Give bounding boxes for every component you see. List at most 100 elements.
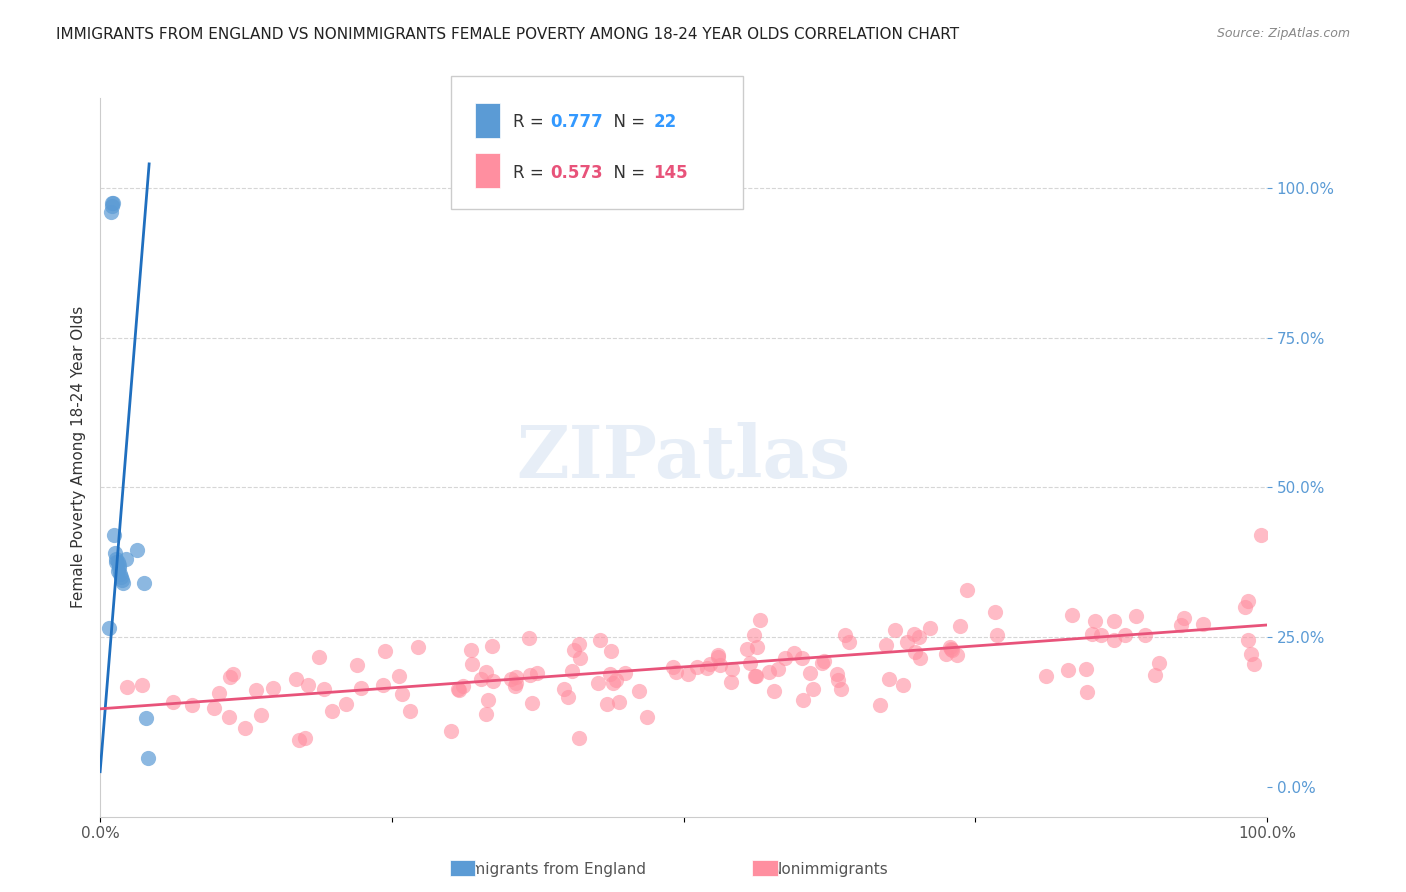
Point xyxy=(609,695,631,709)
Point xyxy=(499,672,522,686)
Point xyxy=(813,654,835,668)
Point xyxy=(104,546,127,560)
Text: N =: N = xyxy=(603,113,651,131)
Point xyxy=(105,552,128,566)
Point xyxy=(706,648,728,663)
Point xyxy=(1237,632,1260,647)
Point xyxy=(1057,663,1080,677)
Point xyxy=(742,628,765,642)
Point xyxy=(107,558,129,573)
FancyBboxPatch shape xyxy=(475,103,501,137)
Point xyxy=(699,657,721,672)
Point xyxy=(709,657,731,672)
Point xyxy=(1147,656,1170,670)
Point xyxy=(745,669,768,683)
Point xyxy=(662,660,685,674)
Point xyxy=(100,204,122,219)
Point xyxy=(1234,600,1257,615)
Text: Immigrants from England: Immigrants from England xyxy=(451,863,645,877)
Point xyxy=(134,576,156,591)
Point xyxy=(605,673,627,687)
Point xyxy=(285,672,308,686)
Point xyxy=(758,665,780,679)
Point xyxy=(564,643,586,657)
Point xyxy=(1074,662,1097,676)
Point xyxy=(451,679,474,693)
Text: ZIPatlas: ZIPatlas xyxy=(516,422,851,492)
Point xyxy=(749,613,772,627)
Point xyxy=(297,678,319,692)
Point xyxy=(111,573,134,587)
Point xyxy=(561,664,583,678)
Point xyxy=(112,576,135,591)
Point xyxy=(481,674,503,689)
Point xyxy=(986,628,1008,642)
Point xyxy=(676,667,699,681)
Point xyxy=(219,670,242,684)
Point xyxy=(766,662,789,676)
Point xyxy=(568,651,591,665)
Point xyxy=(707,650,730,665)
Point xyxy=(101,195,124,210)
Text: 22: 22 xyxy=(654,113,676,131)
Point xyxy=(447,681,470,696)
Point xyxy=(1239,647,1261,661)
Point xyxy=(1192,617,1215,632)
Point xyxy=(107,555,129,569)
Point xyxy=(136,751,159,765)
Point xyxy=(406,640,429,655)
Point xyxy=(180,698,202,713)
Point xyxy=(1243,657,1265,672)
Point xyxy=(107,561,129,575)
Point xyxy=(162,695,184,709)
Point xyxy=(127,543,149,558)
Point xyxy=(782,646,804,660)
Point xyxy=(1076,684,1098,698)
Text: 145: 145 xyxy=(654,164,688,182)
Point xyxy=(207,686,229,700)
Y-axis label: Female Poverty Among 18-24 Year Olds: Female Poverty Among 18-24 Year Olds xyxy=(72,306,86,608)
Point xyxy=(908,630,931,644)
Point xyxy=(350,681,373,695)
Point xyxy=(830,681,852,696)
Point xyxy=(475,665,498,679)
Point xyxy=(1133,627,1156,641)
Point xyxy=(1250,528,1272,542)
Point xyxy=(1143,667,1166,681)
Point xyxy=(939,642,962,657)
Point xyxy=(869,698,891,713)
Point xyxy=(596,698,619,712)
Point xyxy=(218,709,240,723)
Point xyxy=(834,628,856,642)
Point xyxy=(589,633,612,648)
Point xyxy=(131,678,153,692)
Point xyxy=(245,682,267,697)
Point xyxy=(522,696,544,710)
Point xyxy=(904,645,927,659)
Point xyxy=(505,676,527,690)
Point xyxy=(1080,627,1102,641)
Point xyxy=(391,687,413,701)
Point xyxy=(294,731,316,746)
Point xyxy=(1060,607,1083,622)
Point xyxy=(696,661,718,675)
Point xyxy=(884,623,907,637)
Point xyxy=(101,195,124,210)
Point xyxy=(108,567,131,582)
Point xyxy=(1114,628,1136,642)
Point xyxy=(388,669,411,683)
Point xyxy=(599,667,621,681)
Text: IMMIGRANTS FROM ENGLAND VS NONIMMIGRANTS FEMALE POVERTY AMONG 18-24 YEAR OLDS CO: IMMIGRANTS FROM ENGLAND VS NONIMMIGRANTS… xyxy=(56,27,959,42)
Point xyxy=(517,631,540,645)
Point xyxy=(346,658,368,673)
Point xyxy=(371,678,394,692)
Text: R =: R = xyxy=(513,164,550,182)
Point xyxy=(505,670,527,684)
Point xyxy=(827,673,849,688)
Point xyxy=(686,660,709,674)
Point xyxy=(801,682,824,697)
Point xyxy=(568,637,591,651)
Point xyxy=(738,656,761,670)
Point xyxy=(1237,594,1260,608)
Point xyxy=(557,690,579,704)
